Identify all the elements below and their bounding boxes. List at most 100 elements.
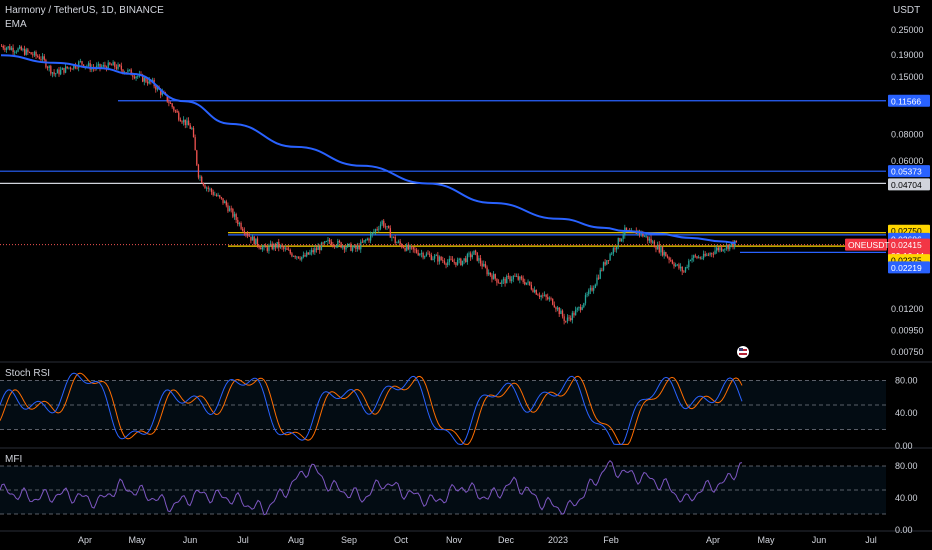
candle-body	[411, 246, 413, 248]
candle-body	[224, 201, 226, 204]
time-axis[interactable]: Apr May Jun Jul Aug Sep Oct Nov Dec 2023 Feb Apr May…	[78, 535, 877, 545]
candle-body	[251, 236, 254, 241]
candle-body	[724, 248, 726, 250]
candle-body	[337, 240, 339, 247]
candle-body	[189, 125, 191, 129]
candle-body	[281, 245, 283, 247]
candle-body	[79, 61, 82, 62]
candle-body	[184, 119, 186, 126]
osc-tick-label: 40.00	[895, 408, 918, 418]
osc-tick-label: 40.00	[895, 493, 918, 503]
candle-body	[537, 294, 539, 296]
candle-body	[48, 66, 50, 68]
candle-body	[356, 245, 359, 250]
flag-icon[interactable]	[737, 346, 749, 358]
candle-body	[143, 77, 145, 82]
candle-body	[548, 298, 551, 300]
stoch-rsi-pane[interactable]: 80.00 40.00 0.00	[0, 372, 918, 451]
time-tick-label: Sep	[341, 535, 357, 545]
candle-body	[588, 290, 590, 295]
candle-body	[729, 244, 731, 250]
price-tag-text: 0.11566	[891, 96, 921, 106]
candle-body	[166, 94, 168, 102]
candle-body	[530, 284, 533, 290]
candle-body	[333, 245, 336, 247]
candle-body	[643, 236, 646, 238]
candle-body	[132, 75, 134, 77]
candle-body	[573, 312, 575, 316]
candle-body	[442, 259, 444, 261]
candle-body	[317, 246, 319, 250]
candle-body	[722, 249, 724, 251]
candle-body	[243, 230, 246, 234]
candle-body	[511, 279, 513, 281]
candle-body	[484, 263, 487, 268]
candle-body	[512, 275, 514, 280]
candle-body	[675, 264, 677, 267]
ema-indicator-label[interactable]: EMA	[5, 19, 27, 30]
candle-body	[645, 236, 647, 238]
candle-body	[655, 247, 657, 250]
candles[interactable]	[1, 43, 738, 325]
mfi-pane[interactable]: 80.00 40.00 0.00	[0, 460, 918, 535]
candle-body	[7, 46, 9, 48]
candle-body	[599, 269, 601, 279]
candle-body	[717, 247, 719, 251]
candle-body	[394, 237, 396, 243]
candle-body	[448, 258, 451, 263]
candle-body	[386, 225, 388, 227]
candle-body	[46, 67, 49, 69]
candle-body	[701, 258, 703, 260]
candle-body	[322, 242, 324, 244]
price-tick-label: 0.01200	[891, 304, 924, 314]
candle-body	[107, 62, 109, 70]
candle-body	[120, 65, 123, 70]
candle-body	[225, 201, 227, 206]
candle-body	[602, 262, 605, 271]
candle-body	[268, 245, 270, 251]
candle-body	[137, 76, 139, 78]
mfi-label[interactable]: MFI	[5, 454, 23, 465]
osc-tick-label: 0.00	[895, 525, 913, 535]
stoch-rsi-label[interactable]: Stoch RSI	[5, 368, 51, 379]
candle-body	[658, 244, 660, 253]
candle-body	[23, 49, 26, 55]
candle-body	[86, 65, 88, 67]
candle-body	[379, 224, 382, 229]
candle-body	[601, 269, 603, 271]
candle-body	[606, 260, 608, 265]
candle-body	[520, 276, 523, 279]
candle-body	[471, 254, 473, 258]
candle-body	[417, 252, 419, 256]
candle-body	[370, 234, 372, 241]
candle-body	[222, 198, 224, 204]
candle-body	[297, 256, 300, 259]
candle-body	[488, 272, 490, 275]
candle-body	[145, 77, 147, 82]
candle-body	[350, 243, 352, 251]
candle-body	[381, 220, 383, 225]
candle-body	[433, 255, 436, 259]
candle-body	[202, 182, 205, 186]
candle-body	[250, 236, 252, 241]
candle-body	[66, 66, 68, 69]
candle-body	[28, 52, 31, 53]
candle-body	[473, 250, 475, 255]
candle-body	[412, 247, 414, 250]
candle-body	[545, 294, 547, 297]
price-axis[interactable]: 0.25000 0.19000 0.15000 0.11566 0.08000 0.060…	[891, 25, 924, 357]
candle-body	[556, 307, 559, 310]
candle-body	[522, 278, 524, 283]
candle-body	[688, 260, 690, 268]
candle-body	[332, 244, 334, 246]
candle-body	[648, 238, 651, 241]
candle-body	[148, 79, 150, 84]
symbol-title[interactable]: Harmony / TetherUS, 1D, BINANCE	[5, 5, 164, 16]
candle-body	[217, 195, 219, 197]
candle-body	[355, 245, 357, 250]
candle-body	[228, 208, 231, 212]
candle-body	[276, 241, 278, 248]
candle-body	[663, 252, 665, 256]
grid	[0, 361, 932, 532]
